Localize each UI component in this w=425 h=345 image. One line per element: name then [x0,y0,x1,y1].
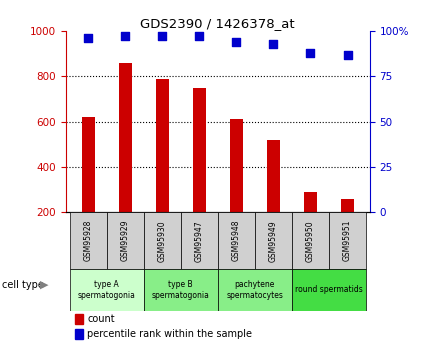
Bar [304,192,317,212]
Bar [292,212,329,269]
Bar [70,269,144,310]
Bar [341,199,354,212]
Text: type B
spermatogonia: type B spermatogonia [152,280,210,299]
Text: GSM95950: GSM95950 [306,220,315,262]
Point [196,34,203,39]
Title: GDS2390 / 1426378_at: GDS2390 / 1426378_at [141,17,295,30]
Text: ▶: ▶ [40,280,49,289]
Text: GSM95930: GSM95930 [158,220,167,262]
Point [122,34,129,39]
Bar [107,212,144,269]
Bar [181,212,218,269]
Bar [329,212,366,269]
Text: GSM95951: GSM95951 [343,220,352,262]
Bar [75,314,82,324]
Text: GSM95947: GSM95947 [195,220,204,262]
Text: type A
spermatogonia: type A spermatogonia [78,280,136,299]
Point [344,52,351,57]
Text: cell type: cell type [2,280,44,289]
Text: GSM95929: GSM95929 [121,220,130,262]
Point [159,34,166,39]
Text: count: count [87,314,115,324]
Bar [144,269,218,310]
Text: round spermatids: round spermatids [295,285,363,294]
Bar [193,88,206,212]
Bar [218,269,292,310]
Point [307,50,314,56]
Text: pachytene
spermatocytes: pachytene spermatocytes [227,280,283,299]
Text: GSM95948: GSM95948 [232,220,241,262]
Bar [75,329,82,339]
Bar [70,212,107,269]
Text: percentile rank within the sample: percentile rank within the sample [87,329,252,339]
Point [85,36,91,41]
Point [270,41,277,47]
Bar [82,117,95,212]
Bar [156,79,169,212]
Bar [230,119,243,212]
Text: GSM95949: GSM95949 [269,220,278,262]
Bar [119,63,132,212]
Point [233,39,240,45]
Bar [267,140,280,212]
Text: GSM95928: GSM95928 [84,220,93,262]
Bar [218,212,255,269]
Bar [144,212,181,269]
Bar [255,212,292,269]
Bar [292,269,366,310]
